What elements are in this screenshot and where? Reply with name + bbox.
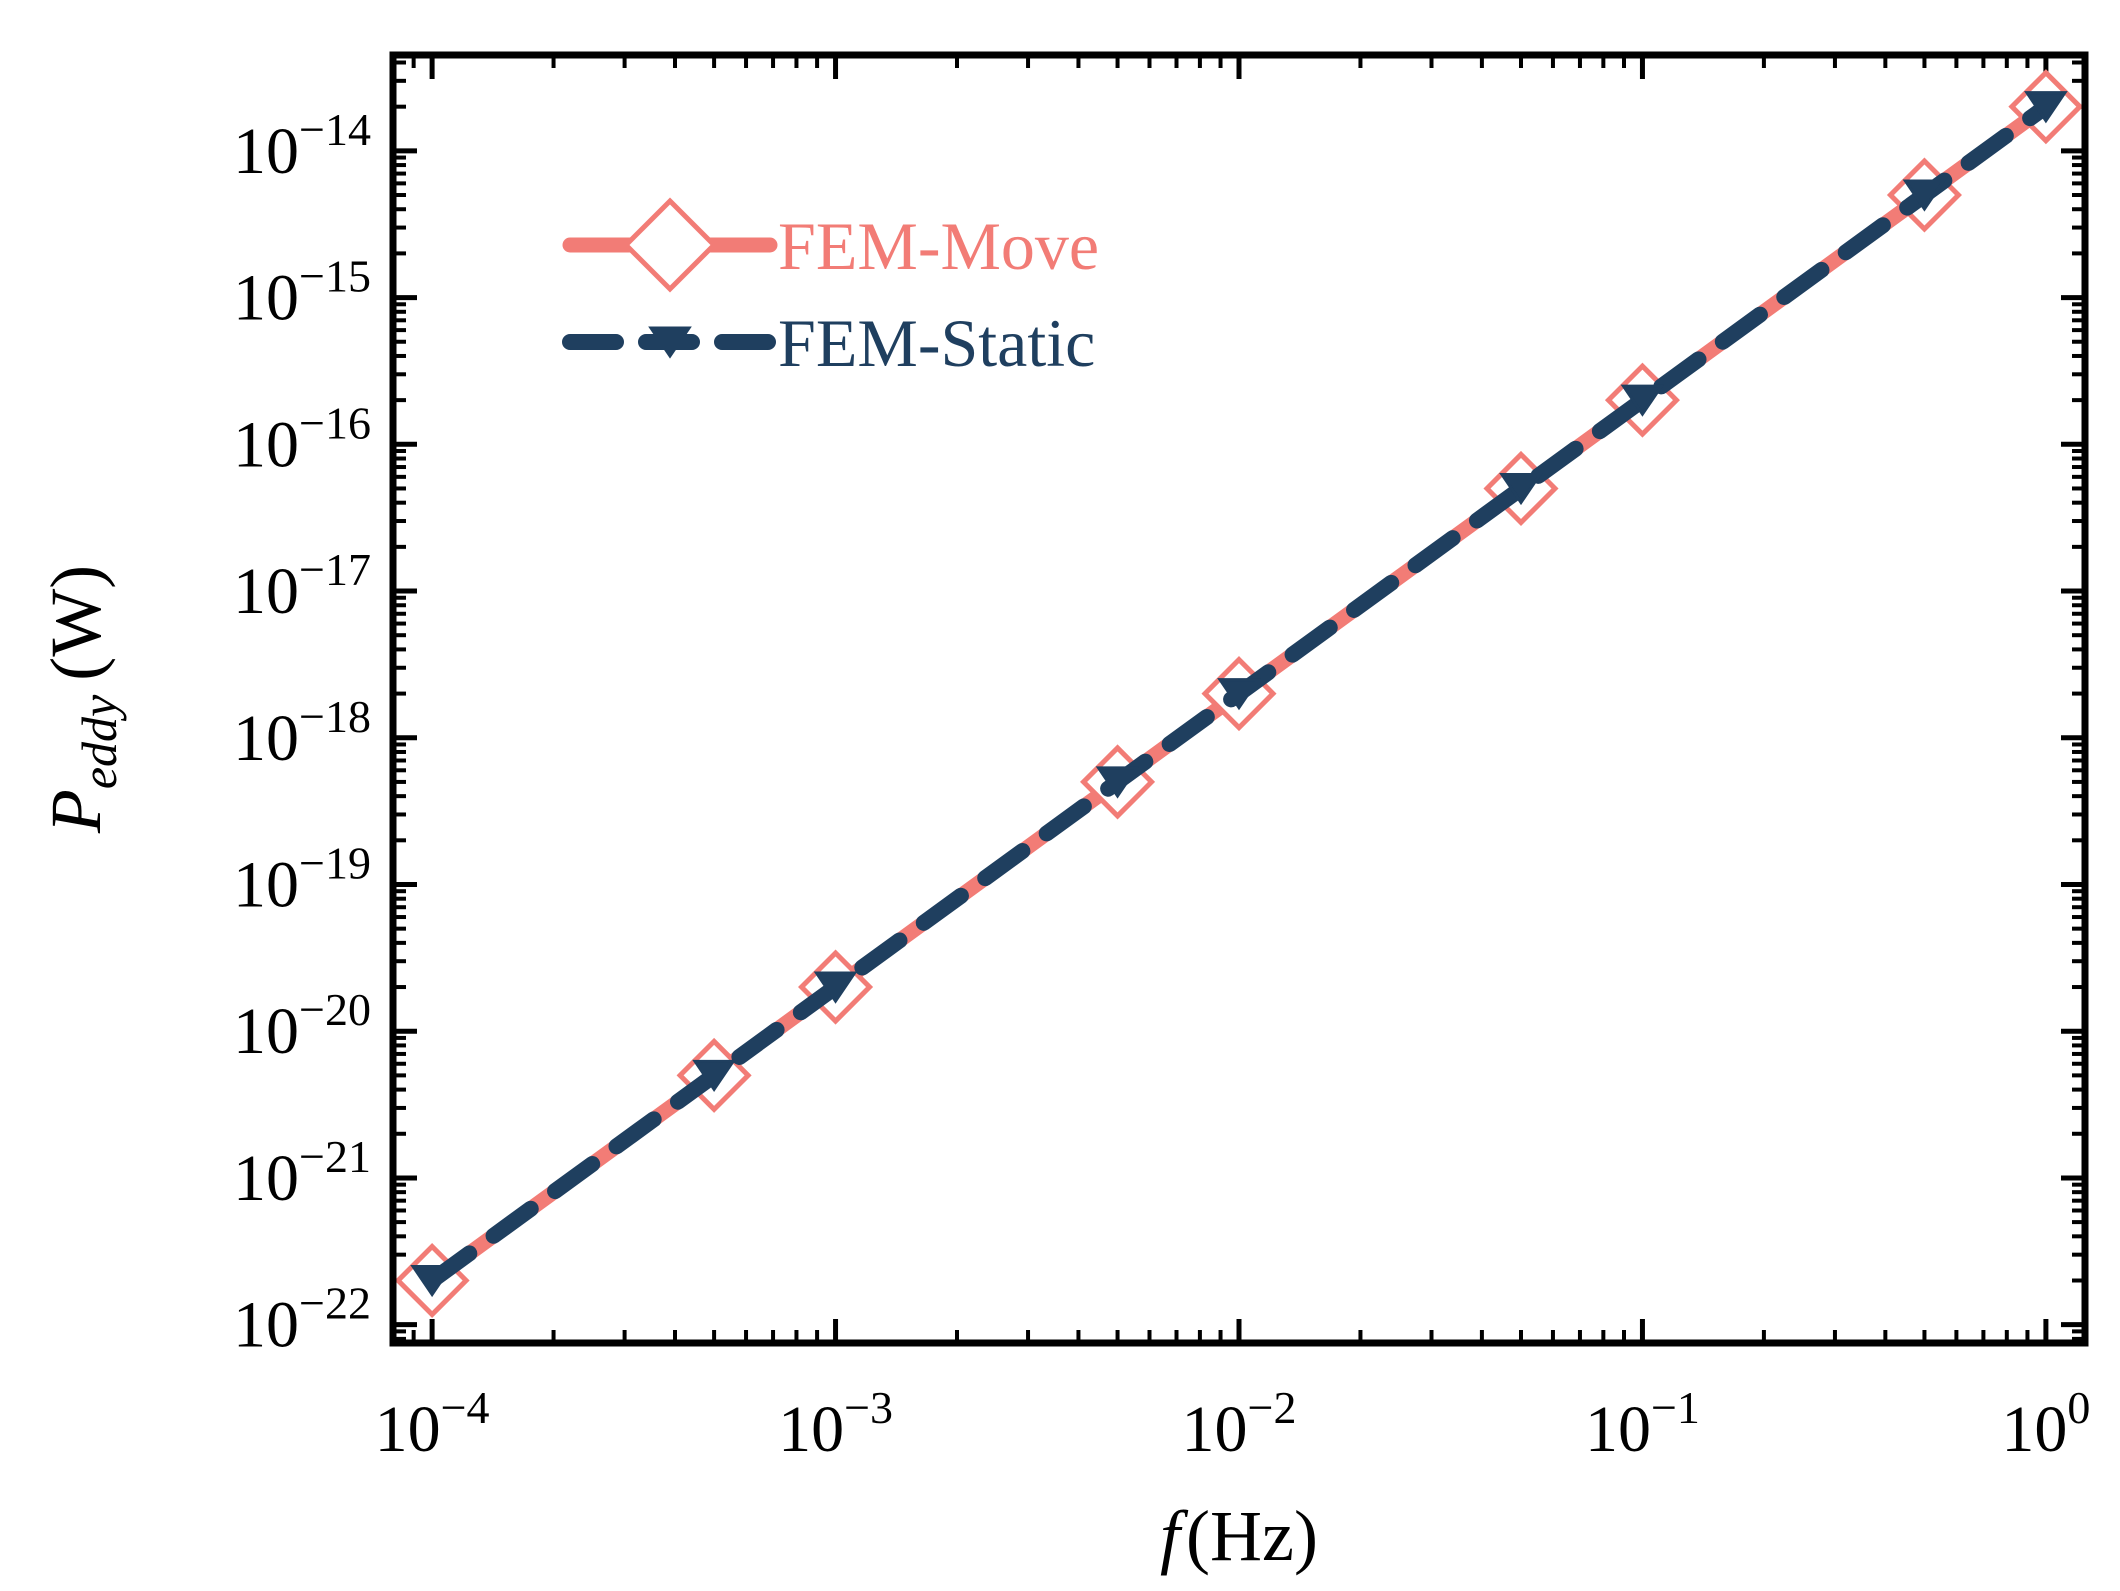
data-point-fem-static xyxy=(1620,384,1665,417)
x-tick-label: 10−2 xyxy=(1182,1382,1297,1466)
y-axis-label-var: P xyxy=(36,789,116,834)
y-axis-label: Peddy (W) xyxy=(36,565,127,834)
x-tick-label: 100 xyxy=(2001,1382,2090,1466)
y-axis-label-sub: eddy xyxy=(71,694,127,789)
y-tick-label-base: 10 xyxy=(233,848,299,921)
legend-marker-fem-move xyxy=(622,197,718,293)
x-tick-label: 10−3 xyxy=(778,1382,893,1466)
x-tick-label-exp: −4 xyxy=(441,1382,490,1433)
y-tick-label-exp: −17 xyxy=(299,544,371,595)
tick-labels: 10−4 10−3 10−2 10−1 10010−2210−2110−2010−191… xyxy=(233,104,2090,1466)
x-axis-label: f(Hz) xyxy=(1160,1496,1318,1576)
y-tick-label-exp: −16 xyxy=(299,397,371,448)
y-tick-label: 10−21 xyxy=(233,1131,371,1215)
y-tick-label: 10−17 xyxy=(233,544,371,628)
data-point-fem-static xyxy=(1217,678,1261,711)
legend: FEM-Move FEM-Static xyxy=(562,197,1099,381)
x-tick-label-base: 10 xyxy=(375,1393,441,1466)
y-tick-label-base: 10 xyxy=(233,1142,299,1215)
y-axis-label-unit: (W) xyxy=(36,565,116,681)
data-point-fem-static xyxy=(1095,766,1140,799)
x-tick-label-base: 10 xyxy=(1585,1393,1651,1466)
y-tick-label-exp: −18 xyxy=(299,691,371,742)
y-tick-label: 10−16 xyxy=(233,397,371,481)
data-point-fem-static xyxy=(813,971,858,1004)
y-axis-label-group: Peddy (W) xyxy=(36,565,127,834)
data-point-fem-static xyxy=(2024,91,2068,124)
x-tick-label-base: 10 xyxy=(1182,1393,1248,1466)
x-tick-label: 10−4 xyxy=(375,1382,490,1466)
x-tick-label-exp: −1 xyxy=(1651,1382,1700,1433)
y-tick-label-base: 10 xyxy=(233,408,299,481)
data-point-fem-static xyxy=(1902,179,1947,212)
x-tick-label-base: 10 xyxy=(778,1393,844,1466)
data-point-fem-static xyxy=(692,1059,736,1093)
x-axis-label-unit: (Hz) xyxy=(1186,1496,1318,1576)
x-tick-label: 10−1 xyxy=(1585,1382,1700,1466)
x-tick-label-exp: −2 xyxy=(1248,1382,1297,1433)
y-tick-label-exp: −14 xyxy=(299,104,371,155)
data-point-fem-static xyxy=(1499,472,1543,506)
y-tick-label-exp: −20 xyxy=(299,984,371,1035)
y-tick-label: 10−15 xyxy=(233,251,371,335)
y-tick-label-base: 10 xyxy=(233,702,299,775)
y-tick-label-exp: −19 xyxy=(299,837,371,888)
plot-frame xyxy=(389,51,2089,1347)
y-tick-label: 10−18 xyxy=(233,691,371,775)
y-tick-label-base: 10 xyxy=(233,115,299,188)
y-tick-label-exp: −21 xyxy=(299,1131,371,1182)
x-tick-label-base: 10 xyxy=(2001,1393,2067,1466)
x-axis-label-var: f xyxy=(1160,1496,1189,1576)
legend-label-fem-move: FEM-Move xyxy=(778,208,1099,284)
y-tick-label-exp: −22 xyxy=(299,1278,371,1329)
y-tick-label-base: 10 xyxy=(233,262,299,335)
y-tick-label-base: 10 xyxy=(233,1289,299,1362)
y-tick-label: 10−22 xyxy=(233,1278,371,1362)
y-tick-label: 10−14 xyxy=(233,104,371,188)
series-layer xyxy=(394,69,2084,1319)
legend-marker-fem-static xyxy=(648,326,692,359)
y-tick-label: 10−20 xyxy=(233,984,371,1068)
legend-label-fem-static: FEM-Static xyxy=(778,305,1095,381)
x-tick-label-exp: −3 xyxy=(844,1382,893,1433)
y-tick-label-exp: −15 xyxy=(299,251,371,302)
y-tick-label: 10−19 xyxy=(233,837,371,921)
y-tick-label-base: 10 xyxy=(233,995,299,1068)
data-point-fem-static xyxy=(410,1264,454,1298)
y-tick-label-base: 10 xyxy=(233,555,299,628)
axis-titles: f(Hz) Peddy (W) xyxy=(36,565,1318,1576)
x-tick-label-exp: 0 xyxy=(2067,1382,2090,1433)
